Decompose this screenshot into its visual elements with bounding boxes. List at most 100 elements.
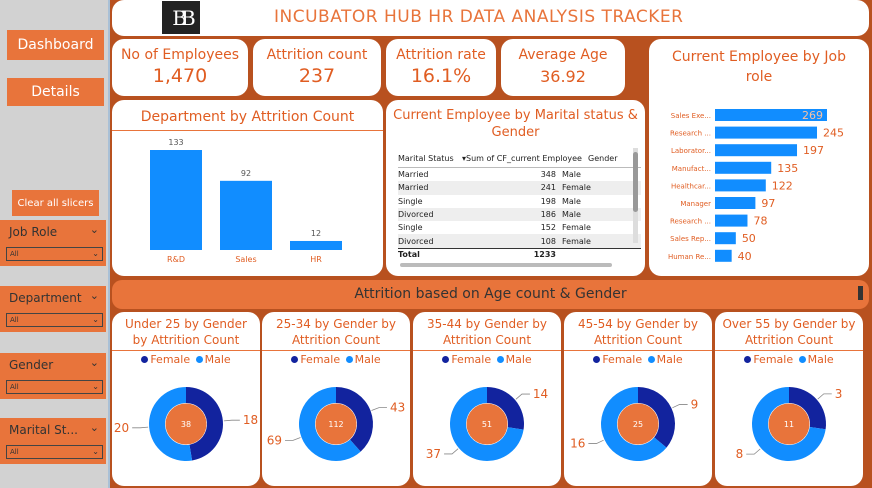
section-title: Attrition based on Age count & Gender	[354, 286, 627, 302]
male-slice[interactable]	[299, 387, 361, 461]
horizontal-scrollbar[interactable]	[400, 263, 612, 267]
scrollbar-thumb[interactable]	[633, 152, 638, 212]
focus-mode-icon[interactable]	[858, 286, 863, 300]
donut-total: 11	[784, 420, 794, 429]
donut-card: 35-44 by Gender by Attrition Count Female…	[413, 312, 561, 486]
column-header[interactable]: Gender	[588, 154, 618, 163]
category-label: Research ...	[670, 218, 711, 226]
legend-swatch	[593, 356, 601, 363]
chevron-down-icon: ⌄	[92, 315, 99, 324]
female-slice[interactable]	[789, 387, 826, 430]
slicer-gender: Gender ⌄ All ⌄	[0, 353, 106, 399]
table-cell: Male	[562, 196, 581, 206]
female-value-label: 18	[243, 413, 258, 427]
female-slice[interactable]	[638, 387, 675, 448]
table-cell: 241	[540, 183, 556, 193]
slicer-dropdown[interactable]: All ⌄	[6, 313, 103, 327]
legend-swatch	[798, 356, 806, 363]
male-slice[interactable]	[450, 387, 524, 461]
details-button[interactable]: Details	[7, 78, 104, 106]
data-label: 12	[311, 229, 321, 238]
department-chart-card: Department by Attrition Count 133 R&D 92 Sa…	[112, 100, 383, 276]
donut-chart: 38 18 20	[114, 387, 258, 461]
bar[interactable]	[715, 144, 798, 157]
kpi-label: Average Age	[518, 47, 608, 63]
category-label: Manufact...	[672, 165, 711, 173]
table-cell: Divorced	[398, 210, 434, 220]
legend-label[interactable]: Male	[505, 353, 532, 366]
bar[interactable]	[715, 197, 756, 209]
bar[interactable]	[715, 214, 748, 227]
chevron-down-icon[interactable]: ⌄	[89, 421, 99, 434]
divider	[112, 350, 260, 351]
table-row: Single 152 Female	[398, 221, 641, 234]
male-slice[interactable]	[752, 387, 826, 461]
total-label: Total	[398, 249, 420, 259]
column-header[interactable]: ▾Sum of CF_current Employee	[462, 154, 582, 163]
table-title: Current Employee by Marital status & Gen…	[393, 108, 638, 140]
bar[interactable]	[715, 109, 827, 121]
male-value-label: 8	[736, 447, 744, 461]
chart-legend: Female Male	[564, 353, 712, 366]
donut-center	[466, 403, 508, 445]
table-cell: Married	[398, 183, 429, 193]
bar[interactable]	[290, 240, 342, 250]
kpi-label: Attrition rate	[396, 47, 486, 63]
legend-label[interactable]: Male	[656, 353, 683, 366]
marital-table: Marital Status ▾Sum of CF_current Employ…	[398, 150, 641, 260]
kpi-label: No of Employees	[120, 47, 240, 63]
slicer-job-role: Job Role ⌄ All ⌄	[0, 220, 106, 266]
legend-label[interactable]: Male	[204, 353, 231, 366]
table-cell: Single	[398, 196, 423, 206]
slicer-dropdown[interactable]: All ⌄	[6, 380, 103, 394]
female-slice[interactable]	[336, 387, 373, 452]
chart-title: Department by Attrition Count	[140, 109, 355, 125]
slicer-department: Department ⌄ All ⌄	[0, 286, 106, 332]
legend-label[interactable]: Female	[602, 353, 643, 366]
bar[interactable]	[715, 249, 732, 262]
female-slice[interactable]	[186, 387, 223, 461]
divider	[413, 350, 561, 351]
data-label: 269	[802, 109, 823, 122]
bar[interactable]	[715, 161, 772, 174]
chevron-down-icon[interactable]: ⌄	[89, 289, 99, 302]
male-slice[interactable]	[148, 387, 193, 461]
legend-swatch	[195, 356, 203, 363]
category-label: Healthcar...	[671, 182, 711, 190]
legend-swatch	[345, 356, 353, 363]
vertical-scrollbar[interactable]	[633, 148, 638, 243]
bar[interactable]	[715, 232, 736, 245]
table-row: Single 198 Male	[398, 195, 641, 208]
chevron-down-icon[interactable]: ⌄	[89, 356, 99, 369]
legend-label[interactable]: Male	[807, 353, 834, 366]
legend-swatch	[141, 356, 149, 363]
male-slice[interactable]	[601, 387, 667, 461]
kpi-label: Attrition count	[266, 47, 368, 63]
male-value-label: 37	[426, 447, 441, 461]
dashboard-button[interactable]: Dashboard	[7, 30, 104, 60]
clear-slicers-button[interactable]: Clear all slicers	[12, 190, 99, 216]
data-label: 133	[168, 138, 183, 147]
category-label: R&D	[167, 255, 185, 264]
donut-total: 51	[482, 420, 492, 429]
bar[interactable]	[220, 180, 272, 250]
legend-label[interactable]: Female	[451, 353, 492, 366]
column-header[interactable]: Marital Status	[398, 154, 454, 163]
female-slice[interactable]	[487, 387, 524, 430]
legend-label[interactable]: Female	[150, 353, 191, 366]
table-cell: Male	[562, 170, 581, 180]
donut-card: 25-34 by Gender by Attrition Count Female…	[262, 312, 410, 486]
female-value-label: 3	[835, 387, 843, 401]
chevron-down-icon: ⌄	[92, 447, 99, 456]
legend-label[interactable]: Female	[753, 353, 794, 366]
legend-label[interactable]: Male	[354, 353, 381, 366]
bar[interactable]	[150, 150, 202, 250]
bar[interactable]	[715, 179, 766, 192]
slicer-dropdown[interactable]: All ⌄	[6, 445, 103, 459]
slicer-dropdown[interactable]: All ⌄	[6, 247, 103, 261]
bar[interactable]	[715, 126, 818, 139]
chevron-down-icon[interactable]: ⌄	[89, 223, 99, 236]
legend-label[interactable]: Female	[300, 353, 341, 366]
chart-title: 35-44 by Gender by Attrition Count	[427, 317, 547, 347]
total-value: 1233	[533, 249, 556, 259]
